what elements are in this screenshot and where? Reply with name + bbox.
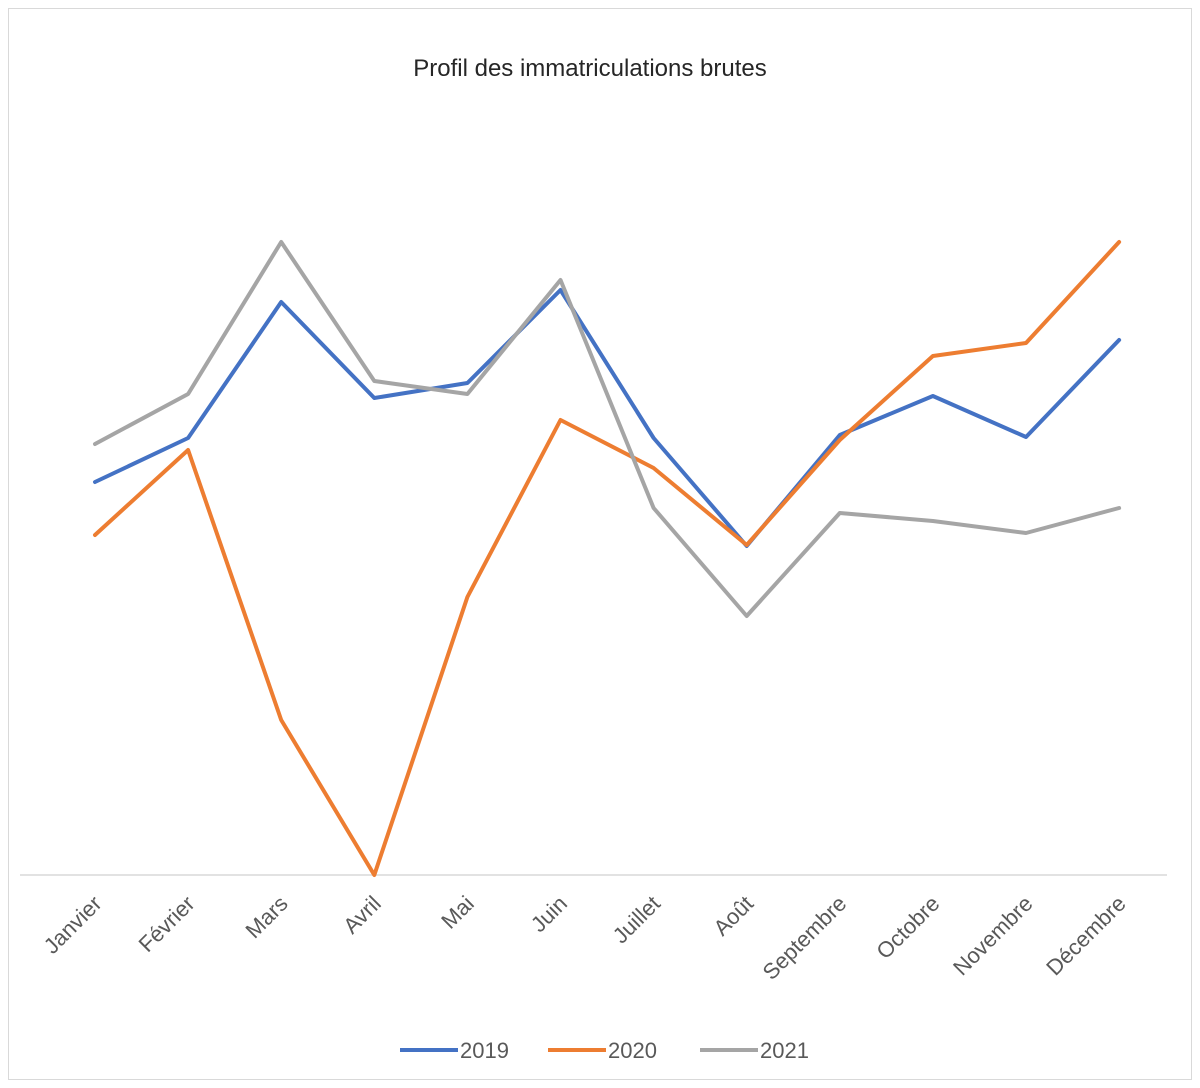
chart-frame: [8, 8, 1192, 1080]
series-line: [93, 240, 1122, 877]
legend-label: 2021: [760, 1038, 809, 1063]
series-line: [93, 288, 1122, 548]
chart-title: Profil des immatriculations brutes: [413, 55, 766, 82]
series-line: [93, 240, 1122, 618]
legend-label: 2020: [608, 1038, 657, 1063]
legend-label: 2019: [460, 1038, 509, 1063]
